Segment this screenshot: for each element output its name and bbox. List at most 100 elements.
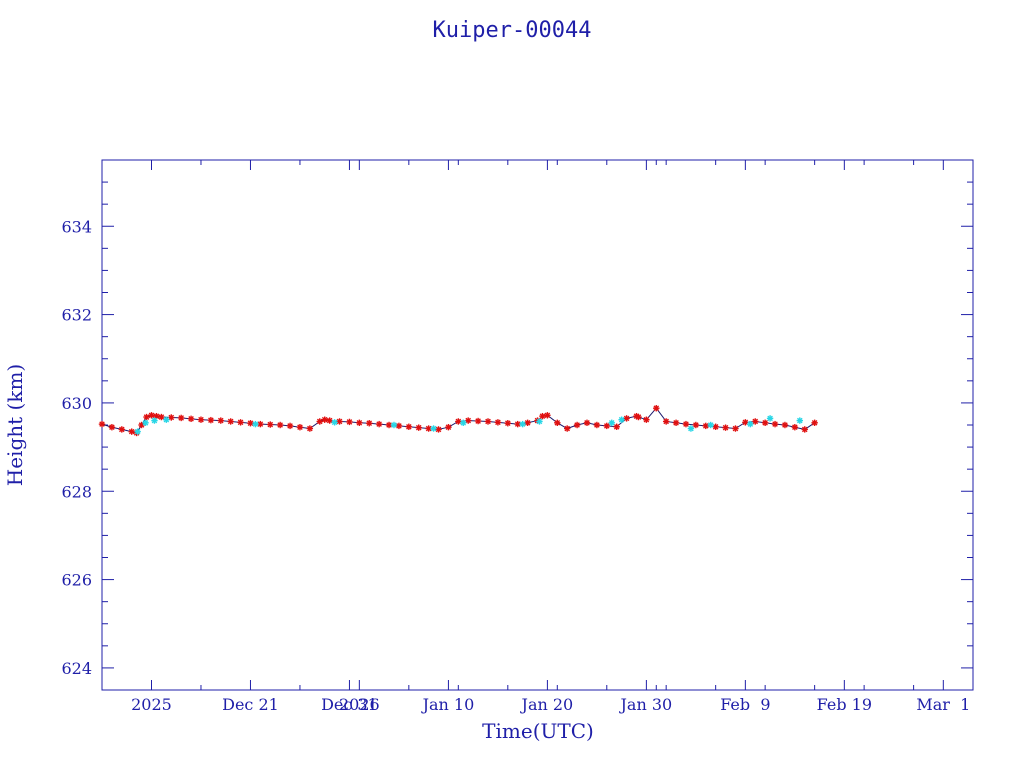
- x-tick-label: 2025: [131, 695, 172, 714]
- data-point: [573, 421, 581, 429]
- data-point: [168, 414, 175, 421]
- data-point: [796, 417, 803, 424]
- data-point: [811, 419, 818, 426]
- x-tick-label: Mar 1: [916, 695, 970, 714]
- data-point: [143, 413, 150, 421]
- data-point: [504, 420, 512, 427]
- data-point: [593, 421, 601, 429]
- y-axis: 624 626 628 630 632 634: [61, 159, 973, 691]
- data-point: [643, 416, 650, 423]
- data-point: [707, 421, 714, 429]
- data-point: [207, 416, 215, 424]
- data-point: [474, 417, 482, 425]
- data-point: [583, 419, 591, 426]
- data-point: [276, 421, 284, 429]
- data-point: [237, 419, 244, 426]
- data-point: [286, 422, 294, 430]
- data-point: [217, 417, 224, 424]
- y-tick-label: 628: [61, 482, 92, 501]
- data-point: [227, 418, 234, 425]
- x-tick-label: Dec 21: [222, 695, 279, 714]
- data-point: [177, 414, 185, 422]
- data-point: [519, 420, 526, 428]
- data-point: [375, 420, 383, 428]
- data-point: [187, 415, 195, 423]
- data-point: [781, 421, 789, 429]
- x-tick-label: Jan 20: [520, 695, 574, 714]
- x-axis-label: Time(UTC): [482, 719, 594, 743]
- data-point: [331, 419, 338, 426]
- data-point: [390, 421, 398, 429]
- data-point: [702, 422, 709, 430]
- data-point: [366, 420, 373, 427]
- data-point: [536, 418, 543, 425]
- data-point: [197, 416, 205, 423]
- data-point: [356, 419, 363, 426]
- data-point: [544, 412, 551, 419]
- data-point: [134, 428, 141, 435]
- data-point: [128, 428, 135, 435]
- y-tick-label: 634: [61, 217, 92, 236]
- data-point: [460, 419, 467, 426]
- data-point: [635, 413, 642, 421]
- data-point: [336, 418, 343, 425]
- x-tick-label: Feb 9: [720, 695, 770, 714]
- data-point: [653, 405, 660, 412]
- chart-title: Kuiper-00044: [433, 18, 592, 43]
- x-tick-label: Jan 10: [421, 695, 475, 714]
- data-point: [603, 422, 610, 430]
- data-point: [766, 415, 774, 422]
- data-point: [151, 417, 158, 424]
- y-axis-label: Height (km): [3, 364, 27, 486]
- data-point: [158, 413, 165, 421]
- data-series: [98, 405, 818, 437]
- data-point: [618, 416, 625, 423]
- data-point: [405, 423, 413, 430]
- data-point: [445, 424, 452, 431]
- data-point: [539, 412, 546, 420]
- y-tick-label: 630: [61, 394, 92, 413]
- x-tick-label: 2026: [339, 695, 380, 714]
- data-point: [465, 417, 472, 424]
- data-point: [623, 415, 630, 422]
- data-point: [752, 418, 759, 425]
- data-point: [326, 417, 333, 424]
- data-point: [692, 421, 700, 429]
- data-point: [98, 420, 106, 428]
- data-point: [747, 420, 754, 428]
- data-point: [682, 420, 690, 428]
- data-point: [395, 422, 403, 430]
- data-point: [494, 419, 502, 426]
- data-point: [608, 419, 615, 426]
- data-point: [524, 419, 531, 426]
- data-point: [321, 416, 328, 423]
- x-tick-label: Feb 19: [817, 695, 872, 714]
- y-tick-label: 624: [61, 659, 92, 678]
- data-point: [791, 424, 799, 431]
- plot-frame: [101, 159, 974, 691]
- data-point: [163, 416, 170, 423]
- data-point: [484, 418, 492, 425]
- data-point: [316, 418, 323, 425]
- x-tick-label: Jan 30: [619, 695, 673, 714]
- data-point: [148, 412, 155, 419]
- data-point: [455, 418, 462, 425]
- data-point: [742, 419, 749, 426]
- y-tick-label: 626: [61, 571, 92, 590]
- y-tick-label: 632: [61, 306, 92, 325]
- data-point: [563, 425, 571, 432]
- data-point: [118, 426, 125, 433]
- data-point: [306, 425, 314, 432]
- data-point: [672, 419, 680, 426]
- data-point: [252, 420, 259, 428]
- data-point: [687, 425, 695, 432]
- data-point: [554, 419, 561, 426]
- data-point: [108, 424, 116, 431]
- data-point: [435, 426, 442, 433]
- data-point: [613, 423, 620, 430]
- data-point: [801, 426, 808, 433]
- data-point: [662, 418, 670, 425]
- data-point: [712, 423, 719, 430]
